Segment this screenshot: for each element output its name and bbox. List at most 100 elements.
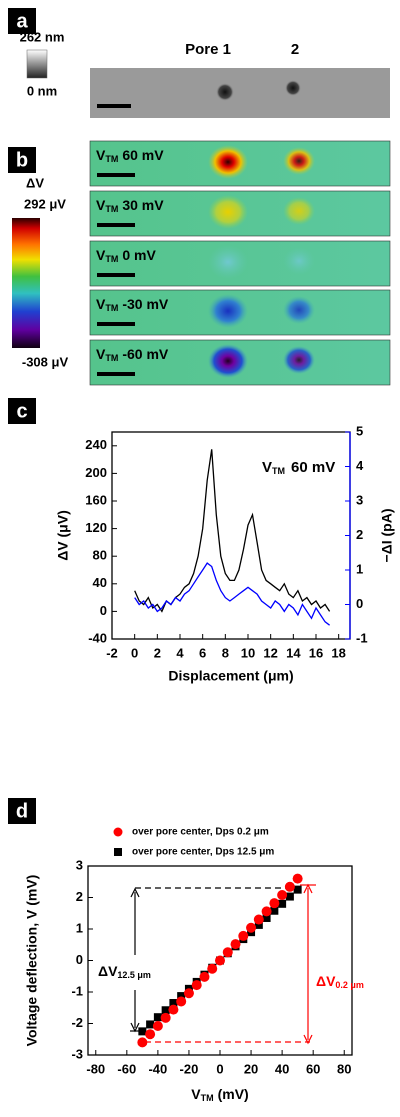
y2-tick-label: -1 [356,630,368,645]
y2-tick-label: 0 [356,596,363,611]
point [177,992,186,1001]
y-tick-label: 40 [93,575,107,590]
x-tick-label: 6 [199,645,206,660]
annotation-symbol: V [262,459,272,476]
pore [216,83,234,101]
y-tick-label: 0 [76,952,83,967]
y-tick-label: 2 [76,889,83,904]
y-tick-label: 120 [85,520,107,535]
point [285,892,294,901]
x-tick-label: -20 [180,1061,199,1076]
scale-bar [97,173,135,177]
x-tick-label: -60 [117,1061,136,1076]
panel-label-box [8,798,36,824]
afm-image [90,68,390,118]
x-axis-title-unit: (mV) [218,1086,249,1102]
map-label: VTM -60 mV [96,346,169,364]
y2-tick-label: 4 [356,458,364,473]
x-tick-label: 60 [306,1061,320,1076]
legend-marker [113,827,123,837]
x-tick-label: 14 [286,645,301,660]
panel-label-box [8,8,36,34]
map-label-sub: TM [105,154,118,164]
pore-signal [283,197,315,225]
map-label-text: -30 mV [122,296,169,312]
x-axis-title: VTM (mV) [191,1086,248,1104]
point [277,889,288,900]
annotation-sub: 12.5 μm [117,970,151,980]
pore-signal [208,145,248,179]
point [278,899,287,908]
scale-min: 0 nm [27,83,57,98]
x-tick-label: -40 [148,1061,167,1076]
legend-label: over pore center, Dps 12.5 μm [132,847,274,858]
point [146,1020,155,1029]
scale-max: 292 μV [24,196,66,211]
point [145,1029,156,1040]
y-axis-title: Voltage deflection, V (mV) [24,875,40,1047]
annotation-symbol: ΔV [98,963,118,979]
point [176,996,187,1007]
pore-signal [283,147,315,175]
y2-tick-label: 1 [356,561,363,576]
annotation: VTM 60 mV [262,459,335,476]
map-label-text: -60 mV [122,346,169,362]
panel-label: d [16,800,28,822]
y-tick-label: -1 [71,983,83,998]
x-tick-label: 10 [241,645,255,660]
x-axis-title-sub: TM [201,1093,214,1103]
point [169,999,178,1008]
scale-bar [97,322,135,326]
point [215,955,225,966]
point [137,1037,148,1048]
point [270,906,279,915]
map-label-symbol: V [96,147,106,163]
map-label-sub: TM [105,353,118,363]
x-tick-label: 8 [222,645,229,660]
map-label-text: 60 mV [122,147,164,163]
pore-signal [208,195,248,229]
annotation-symbol: ΔV [316,973,336,989]
x-tick-label: 80 [337,1061,351,1076]
map-label-symbol: V [96,197,106,213]
arrow-head [303,883,313,1045]
y-tick-label: -2 [71,1015,83,1030]
point [254,920,263,929]
colorbar-title: ΔV [26,175,44,190]
height-colorbar [26,49,48,79]
annotation: ΔV0.2 μm [316,973,364,991]
y-axis-title: ΔV (μV) [55,510,71,561]
point [222,947,233,958]
scale-bar [97,223,135,227]
scale-min: -308 μV [22,354,69,369]
pore-label: 2 [291,41,299,58]
x-tick-label: 18 [331,645,345,660]
annotation-text: 60 mV [291,459,335,476]
panel-label: a [16,10,28,32]
map-label-sub: TM [105,254,118,264]
scale-bar [97,372,135,376]
point [152,1021,163,1032]
point [199,971,210,982]
y2-axis-title: −ΔI (pA) [379,508,395,562]
scale-max: 262 nm [20,29,65,44]
point [207,963,218,974]
y-tick-label: 1 [76,920,83,935]
x-tick-label: 0 [131,645,138,660]
point [253,914,264,925]
y2-tick-label: 5 [356,423,363,438]
x-tick-label: 2 [154,645,161,660]
map-label-symbol: V [96,247,106,263]
annotation-sub: TM [272,466,285,476]
pore-label: Pore 1 [185,41,231,58]
point [230,939,241,950]
annotation-sub: 0.2 μm [335,980,364,990]
point [160,1012,171,1023]
y-tick-label: -40 [88,630,107,645]
point [262,913,271,922]
y-tick-label: 200 [85,465,107,480]
point [246,922,257,933]
point [292,873,303,884]
x-axis-title: Displacement (μm) [168,668,293,684]
